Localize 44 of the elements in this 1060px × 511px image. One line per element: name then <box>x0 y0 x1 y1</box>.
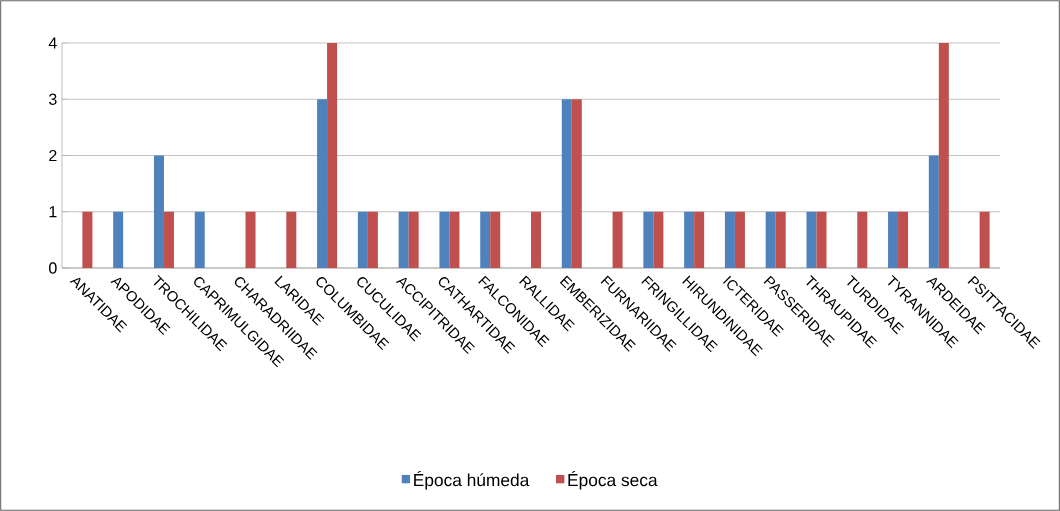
y-tick-label: 2 <box>49 149 57 162</box>
bar <box>317 99 328 268</box>
bar <box>684 211 695 268</box>
bar <box>163 211 174 268</box>
legend-label: Época seca <box>568 470 658 490</box>
bar <box>327 43 338 268</box>
bar <box>857 211 868 268</box>
bar <box>408 211 419 268</box>
y-tick-label: 1 <box>49 206 57 218</box>
bar <box>286 211 297 268</box>
y-tick-label: 0 <box>49 262 57 274</box>
bar <box>643 211 654 268</box>
bar <box>82 211 93 268</box>
bar <box>612 211 623 268</box>
bar <box>938 43 949 268</box>
bar <box>531 211 542 268</box>
bar <box>898 211 909 268</box>
bar <box>449 211 460 268</box>
bar <box>480 211 491 268</box>
legend-label: Época húmeda <box>414 470 530 490</box>
y-tick-label: 3 <box>49 93 57 105</box>
bar <box>439 211 450 268</box>
y-tick-label: 4 <box>48 37 57 49</box>
bar <box>194 211 205 268</box>
bar <box>398 211 409 268</box>
bar <box>979 211 990 268</box>
bar <box>653 211 664 268</box>
bar <box>561 99 572 268</box>
bar <box>694 211 705 268</box>
bar <box>765 211 776 268</box>
bar <box>245 211 256 268</box>
bar <box>571 99 582 268</box>
bar <box>490 211 501 268</box>
bar <box>734 211 745 268</box>
bar <box>888 211 899 268</box>
bar <box>153 155 164 268</box>
bar <box>113 211 124 268</box>
bar <box>367 211 378 268</box>
bar <box>806 211 817 268</box>
bar <box>816 211 827 268</box>
bar <box>775 211 786 268</box>
bar <box>724 211 735 268</box>
bar <box>357 211 368 268</box>
bar <box>928 155 939 268</box>
